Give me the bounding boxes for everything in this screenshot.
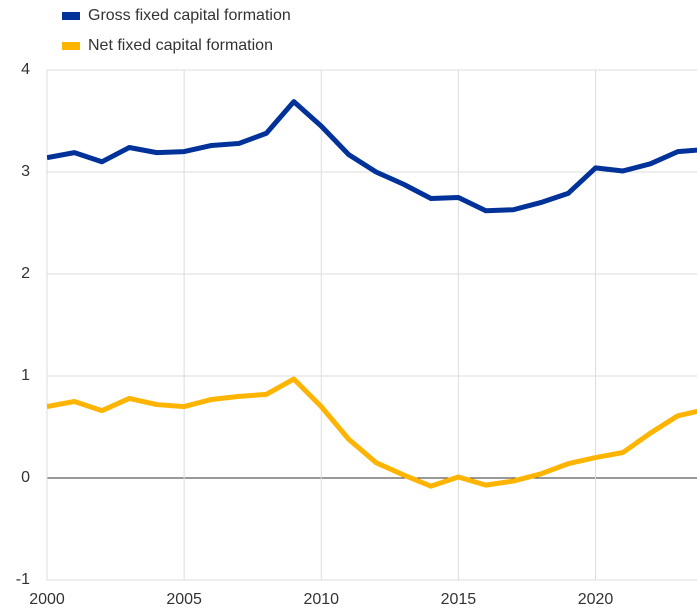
line	[47, 99, 697, 214]
y-tick-label: 3	[21, 163, 30, 180]
x-tick-label: 2015	[441, 591, 477, 608]
x-tick-label: 2000	[29, 591, 65, 608]
legend-swatch	[62, 12, 80, 20]
y-tick-label: 0	[21, 469, 30, 486]
y-tick-label: 1	[21, 367, 30, 384]
grid	[46, 69, 697, 581]
x-tick-label: 2010	[303, 591, 339, 608]
x-tick-label: 2020	[578, 591, 614, 608]
legend-swatch	[62, 42, 80, 50]
legend-label: Gross fixed capital formation	[88, 7, 291, 24]
plot-area	[47, 99, 697, 489]
labels: -1 0 1 2 3 4 2000 2005 2010 2015 2020 Gross fixed c…	[16, 7, 614, 608]
y-tick-label: -1	[16, 571, 30, 588]
y-tick-label: 2	[21, 265, 30, 282]
x-tick-label: 2005	[166, 591, 202, 608]
legend-label: Net fixed capital formation	[88, 37, 273, 54]
line	[47, 376, 697, 489]
y-tick-label: 4	[21, 61, 30, 78]
